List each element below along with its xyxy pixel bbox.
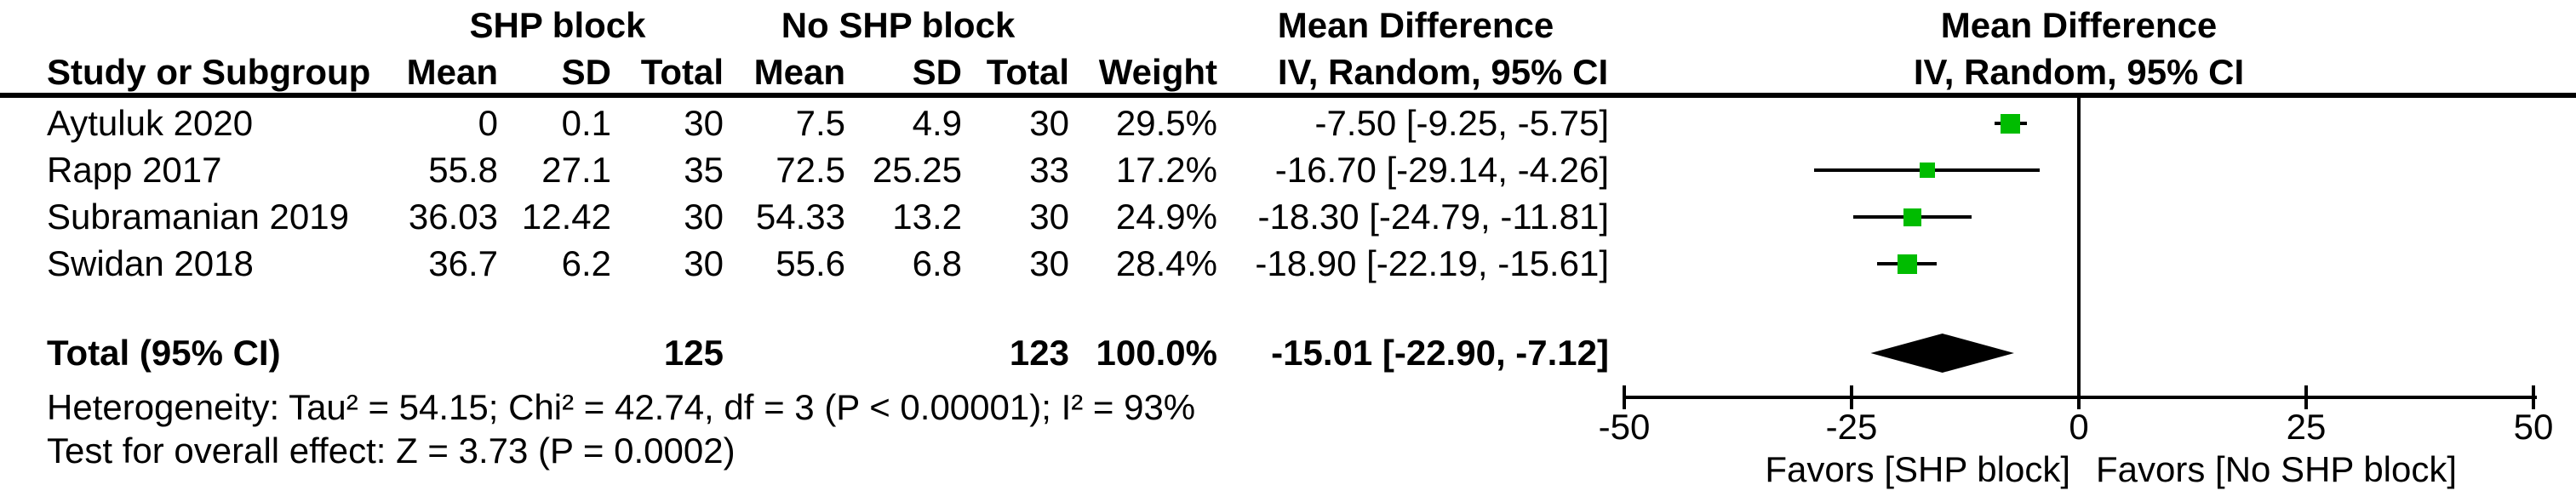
total-row-label: Total (95% CI): [47, 333, 281, 373]
table-cell-mean-noshp: 7.5: [795, 103, 845, 143]
axis-tick: [2077, 385, 2081, 409]
table-cell-ci-text: -16.70 [-29.14, -4.26]: [1274, 150, 1609, 190]
axis-tick-label: -50: [1598, 407, 1651, 447]
header-separator-line: [0, 93, 2576, 98]
axis-tick-label: 25: [2286, 407, 2327, 447]
table-cell-sd-shp: 0.1: [561, 103, 611, 143]
table-cell-weight: 24.9%: [1115, 197, 1217, 237]
table-cell-sd-shp: 12.42: [521, 197, 611, 237]
table-cell-mean-shp: 36.03: [408, 197, 498, 237]
axis-tick-label: 50: [2513, 407, 2554, 447]
table-cell-total-noshp: 33: [1029, 150, 1069, 190]
table-cell-sd-noshp: 4.9: [912, 103, 962, 143]
column-header-ci-text: IV, Random, 95% CI: [1277, 52, 1609, 92]
table-cell-total-shp: 35: [684, 150, 724, 190]
axis-tick: [1623, 385, 1626, 409]
summary-diamond: [1870, 334, 2014, 373]
table-cell-weight: 28.4%: [1115, 243, 1217, 283]
table-cell-sd-noshp: 13.2: [892, 197, 962, 237]
column-header-mean-shp: Mean: [406, 52, 498, 92]
total-cell-weight: 100.0%: [1096, 333, 1217, 373]
group-header-mean-difference-text: Mean Difference: [1277, 5, 1554, 45]
table-row-study-name: Swidan 2018: [47, 243, 254, 283]
table-cell-total-shp: 30: [684, 243, 724, 283]
group-header-no-shp-block: No SHP block: [781, 5, 1016, 45]
table-cell-total-shp: 30: [684, 103, 724, 143]
column-header-weight: Weight: [1098, 52, 1217, 92]
group-header-shp-block: SHP block: [469, 5, 646, 45]
table-cell-mean-shp: 0: [478, 103, 498, 143]
axis-tick: [2532, 385, 2535, 409]
column-header-ci-plot: IV, Random, 95% CI: [1913, 52, 2245, 92]
study-marker: [1919, 163, 1935, 178]
table-cell-ci-text: -7.50 [-9.25, -5.75]: [1314, 103, 1609, 143]
table-cell-mean-noshp: 72.5: [776, 150, 845, 190]
table-row-study-name: Rapp 2017: [47, 150, 222, 190]
table-cell-weight: 29.5%: [1115, 103, 1217, 143]
table-row-study-name: Subramanian 2019: [47, 197, 349, 237]
table-cell-mean-noshp: 55.6: [776, 243, 845, 283]
axis-tick-label: -25: [1825, 407, 1878, 447]
table-cell-total-noshp: 30: [1029, 243, 1069, 283]
column-header-sd-noshp: SD: [912, 52, 962, 92]
table-cell-sd-shp: 27.1: [541, 150, 611, 190]
table-cell-sd-noshp: 25.25: [872, 150, 962, 190]
table-cell-total-shp: 30: [684, 197, 724, 237]
table-cell-weight: 17.2%: [1115, 150, 1217, 190]
table-cell-mean-shp: 55.8: [428, 150, 498, 190]
table-cell-total-noshp: 30: [1029, 103, 1069, 143]
group-header-mean-difference-plot: Mean Difference: [1940, 5, 2218, 45]
column-header-mean-noshp: Mean: [753, 52, 845, 92]
study-marker: [2001, 113, 2021, 134]
column-header-total-shp: Total: [640, 52, 724, 92]
favors-left-label: Favors [SHP block]: [1765, 449, 2070, 489]
study-marker: [1903, 208, 1922, 226]
table-cell-ci-text: -18.30 [-24.79, -11.81]: [1257, 197, 1610, 237]
table-cell-ci-text: -18.90 [-22.19, -15.61]: [1255, 243, 1609, 283]
total-cell-total-shp: 125: [663, 333, 724, 373]
zero-reference-line: [2077, 98, 2081, 397]
table-cell-mean-noshp: 54.33: [755, 197, 845, 237]
study-marker: [1897, 254, 1917, 274]
table-cell-sd-shp: 6.2: [561, 243, 611, 283]
axis-tick: [1850, 385, 1853, 409]
total-cell-total-noshp: 123: [1009, 333, 1069, 373]
total-cell-ci-text: -15.01 [-22.90, -7.12]: [1271, 333, 1609, 373]
overall-effect-text: Test for overall effect: Z = 3.73 (P = 0…: [47, 431, 736, 471]
axis-tick-label: 0: [2069, 407, 2089, 447]
table-cell-total-noshp: 30: [1029, 197, 1069, 237]
table-cell-sd-noshp: 6.8: [912, 243, 962, 283]
favors-right-label: Favors [No SHP block]: [2096, 449, 2458, 489]
heterogeneity-text: Heterogeneity: Tau² = 54.15; Chi² = 42.7…: [47, 387, 1196, 427]
column-header-total-noshp: Total: [986, 52, 1069, 92]
axis-tick: [2304, 385, 2308, 409]
column-header-study: Study or Subgroup: [47, 52, 371, 92]
table-cell-mean-shp: 36.7: [428, 243, 498, 283]
column-header-sd-shp: SD: [561, 52, 611, 92]
table-row-study-name: Aytuluk 2020: [47, 103, 254, 143]
